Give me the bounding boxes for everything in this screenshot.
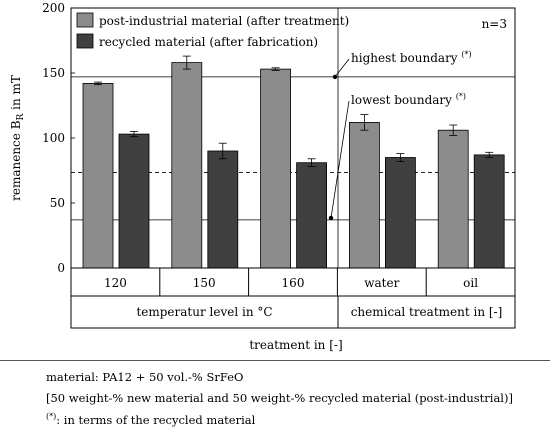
highest-boundary-label: highest boundary (*) [351, 50, 472, 65]
legend-label-1: recycled material (after fabrication) [99, 35, 318, 49]
highest-boundary-dot [332, 74, 338, 80]
group-row [70, 295, 516, 329]
highest-boundary-label-superscript: (*) [461, 50, 471, 59]
legend-label-0: post-industrial material (after treatmen… [99, 14, 349, 28]
group-label-chemical: chemical treatment in [-] [351, 305, 503, 319]
category-label-water: water [364, 276, 399, 290]
y-axis-title-subscript: R [16, 113, 26, 120]
bar-recycled-oil [473, 154, 505, 269]
bar-post-industrial-120 [82, 83, 114, 269]
bars [82, 55, 505, 269]
caption-line-1: material: PA12 + 50 vol.-% SrFeO [46, 370, 244, 384]
y-tick-label-100: 100 [42, 131, 65, 145]
legend-swatch-1 [76, 33, 94, 49]
lowest-boundary-label-text: lowest boundary [351, 93, 456, 107]
caption-line-3-text: : in terms of the recycled material [56, 412, 256, 427]
lowest-boundary-label-superscript: (*) [456, 92, 466, 101]
y-axis-title-main: remanence B [9, 120, 23, 201]
lowest-boundary-dot [328, 215, 334, 221]
bar-post-industrial-oil [437, 129, 469, 269]
bar-post-industrial-160 [260, 68, 292, 269]
bar-recycled-160 [296, 162, 328, 269]
y-tick-label-0: 0 [57, 261, 65, 275]
y-tick-label-50: 50 [50, 196, 65, 210]
highest-boundary-label-text: highest boundary [351, 51, 461, 65]
category-label-120: 120 [104, 276, 127, 290]
highest-boundary-pointer [334, 58, 350, 78]
plot-frame [70, 7, 516, 329]
sample-count-annotation: n=3 [482, 17, 507, 31]
category-label-160: 160 [282, 276, 305, 290]
bar-recycled-water [384, 157, 416, 269]
category-label-oil: oil [463, 276, 478, 290]
legend-swatch-0 [76, 12, 94, 28]
lowest-boundary-label: lowest boundary (*) [351, 92, 466, 107]
bar-recycled-120 [118, 133, 150, 269]
y-tick-label-150: 150 [42, 66, 65, 80]
caption-superscript: (*) [46, 412, 57, 421]
x-axis-title: treatment in [-] [249, 338, 342, 352]
y-axis-title: remanence BR in mT [9, 75, 26, 201]
bar-post-industrial-150 [171, 62, 203, 269]
y-tick-label-200: 200 [42, 1, 65, 15]
bar-recycled-150 [207, 150, 239, 269]
labels: 0 50 100 150 200 120 150 160 water oil temperatur … [9, 1, 507, 352]
lowest-boundary-pointer [330, 100, 350, 218]
bar-chart: 0 50 100 150 200 120 150 160 water oil temperatur … [9, 1, 516, 352]
y-axis-title-unit: in mT [9, 75, 23, 114]
caption-separator [0, 360, 550, 361]
caption-line-2: [50 weight-% new material and 50 weight-… [46, 391, 513, 405]
group-label-temperature: temperatur level in °C [136, 305, 272, 319]
category-label-150: 150 [193, 276, 216, 290]
caption-line-3: (*): in terms of the recycled material [46, 412, 255, 427]
bar-post-industrial-water [348, 122, 380, 269]
